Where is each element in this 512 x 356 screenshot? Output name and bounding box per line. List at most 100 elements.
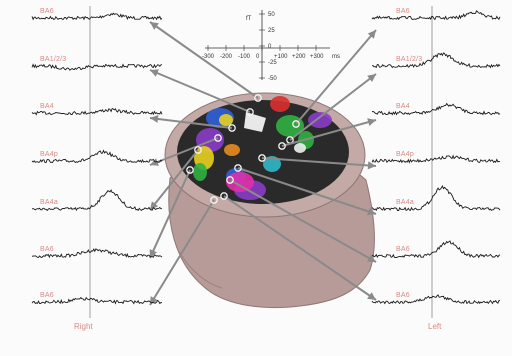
y-tick-label: 0 bbox=[268, 44, 272, 50]
left-waveform bbox=[31, 296, 163, 305]
source-arrow bbox=[261, 157, 377, 167]
source-arrow bbox=[149, 21, 259, 99]
right-label-4: BA4p bbox=[396, 151, 414, 158]
activation-region bbox=[226, 172, 254, 192]
activation-region bbox=[193, 163, 207, 181]
right-label-6: BA6 bbox=[396, 246, 410, 253]
arrow-head bbox=[367, 254, 376, 262]
arrow-head bbox=[367, 74, 376, 82]
y-tick-label: -50 bbox=[268, 76, 277, 82]
left-waveform bbox=[31, 107, 163, 116]
left-waveform bbox=[31, 12, 163, 21]
source-arrow bbox=[149, 169, 191, 259]
activation-region bbox=[294, 143, 306, 153]
scale-x-unit: ms bbox=[332, 54, 340, 60]
source-marker bbox=[254, 94, 262, 102]
source-marker bbox=[210, 196, 218, 204]
right-label-3: BA4 bbox=[396, 103, 410, 110]
y-tick-label: 25 bbox=[268, 28, 275, 34]
source-arrow bbox=[149, 149, 199, 211]
source-marker bbox=[258, 154, 266, 162]
arrow-head bbox=[149, 249, 157, 258]
scale-y-ticks: 50 25 0 -25 -50 bbox=[259, 12, 277, 82]
right-label-2: BA1/2/3 bbox=[396, 56, 423, 63]
right-side-label: Left bbox=[428, 322, 442, 331]
x-tick-label: +100 bbox=[274, 54, 288, 60]
right-waveform bbox=[371, 154, 501, 164]
source-marker bbox=[278, 142, 286, 150]
arrow-head bbox=[367, 207, 376, 216]
source-arrows bbox=[149, 21, 377, 306]
left-label-4: BA4p bbox=[40, 151, 58, 158]
left-side-label: Right bbox=[74, 322, 93, 331]
x-tick-label: +300 bbox=[310, 54, 324, 60]
arrow-head bbox=[367, 30, 376, 39]
activation-region bbox=[308, 112, 332, 128]
source-marker bbox=[220, 192, 228, 200]
scale-x-ticks: -300 -200 -100 0 +100 +200 +300 bbox=[202, 45, 324, 60]
right-waveform bbox=[371, 52, 501, 69]
arrow-head bbox=[367, 161, 376, 170]
source-arrow bbox=[149, 69, 251, 113]
arrow-head bbox=[150, 69, 159, 77]
right-waveform bbox=[371, 102, 501, 116]
arrow-head bbox=[150, 115, 159, 123]
left-waveform bbox=[31, 248, 163, 259]
activation-region bbox=[270, 96, 290, 112]
left-waveform bbox=[31, 189, 163, 212]
source-marker bbox=[234, 164, 242, 172]
source-arrow bbox=[281, 119, 377, 147]
activation-region bbox=[196, 128, 224, 152]
x-tick-label: +200 bbox=[292, 54, 306, 60]
left-waveforms bbox=[31, 12, 163, 305]
source-arrow bbox=[229, 179, 377, 263]
right-waveforms bbox=[371, 10, 501, 305]
x-tick-label: 0 bbox=[256, 54, 260, 60]
left-waveform bbox=[31, 149, 163, 164]
source-arrow bbox=[149, 199, 215, 306]
right-label-7: BA6 bbox=[396, 292, 410, 299]
source-arrow bbox=[223, 195, 377, 301]
right-waveform bbox=[371, 240, 501, 259]
left-label-1: BA6 bbox=[40, 8, 54, 15]
x-tick-label: -100 bbox=[238, 54, 251, 60]
right-waveform bbox=[371, 294, 501, 305]
source-arrow bbox=[237, 167, 377, 215]
source-marker bbox=[226, 176, 234, 184]
right-label-1: BA6 bbox=[396, 8, 410, 15]
activation-region bbox=[219, 114, 233, 126]
activation-regions bbox=[193, 96, 332, 200]
source-marker bbox=[194, 146, 202, 154]
left-label-5: BA4a bbox=[40, 199, 58, 206]
activation-region bbox=[224, 144, 240, 156]
source-marker bbox=[246, 108, 254, 116]
left-label-2: BA1/2/3 bbox=[40, 56, 67, 63]
left-waveform bbox=[31, 63, 163, 71]
right-waveform bbox=[371, 184, 501, 212]
x-tick-label: -300 bbox=[202, 54, 215, 60]
left-label-7: BA6 bbox=[40, 292, 54, 299]
head-model bbox=[164, 92, 375, 309]
arrow-head bbox=[150, 22, 159, 30]
arrow-head bbox=[367, 292, 376, 300]
right-waveform bbox=[371, 10, 501, 21]
source-marker bbox=[292, 120, 300, 128]
right-label-5: BA4a bbox=[396, 199, 414, 206]
scale-y-unit: fT bbox=[246, 16, 252, 22]
arrow-head bbox=[367, 118, 376, 126]
y-tick-label: -25 bbox=[268, 60, 277, 66]
source-arrow bbox=[295, 29, 377, 125]
source-marker bbox=[186, 166, 194, 174]
arrow-head bbox=[150, 201, 159, 210]
left-label-6: BA6 bbox=[40, 246, 54, 253]
source-arrow bbox=[149, 117, 233, 129]
left-label-3: BA4 bbox=[40, 103, 54, 110]
source-marker bbox=[228, 124, 236, 132]
source-marker bbox=[214, 134, 222, 142]
x-tick-label: -200 bbox=[220, 54, 233, 60]
source-arrow bbox=[289, 73, 377, 141]
arrow-head bbox=[150, 158, 159, 166]
